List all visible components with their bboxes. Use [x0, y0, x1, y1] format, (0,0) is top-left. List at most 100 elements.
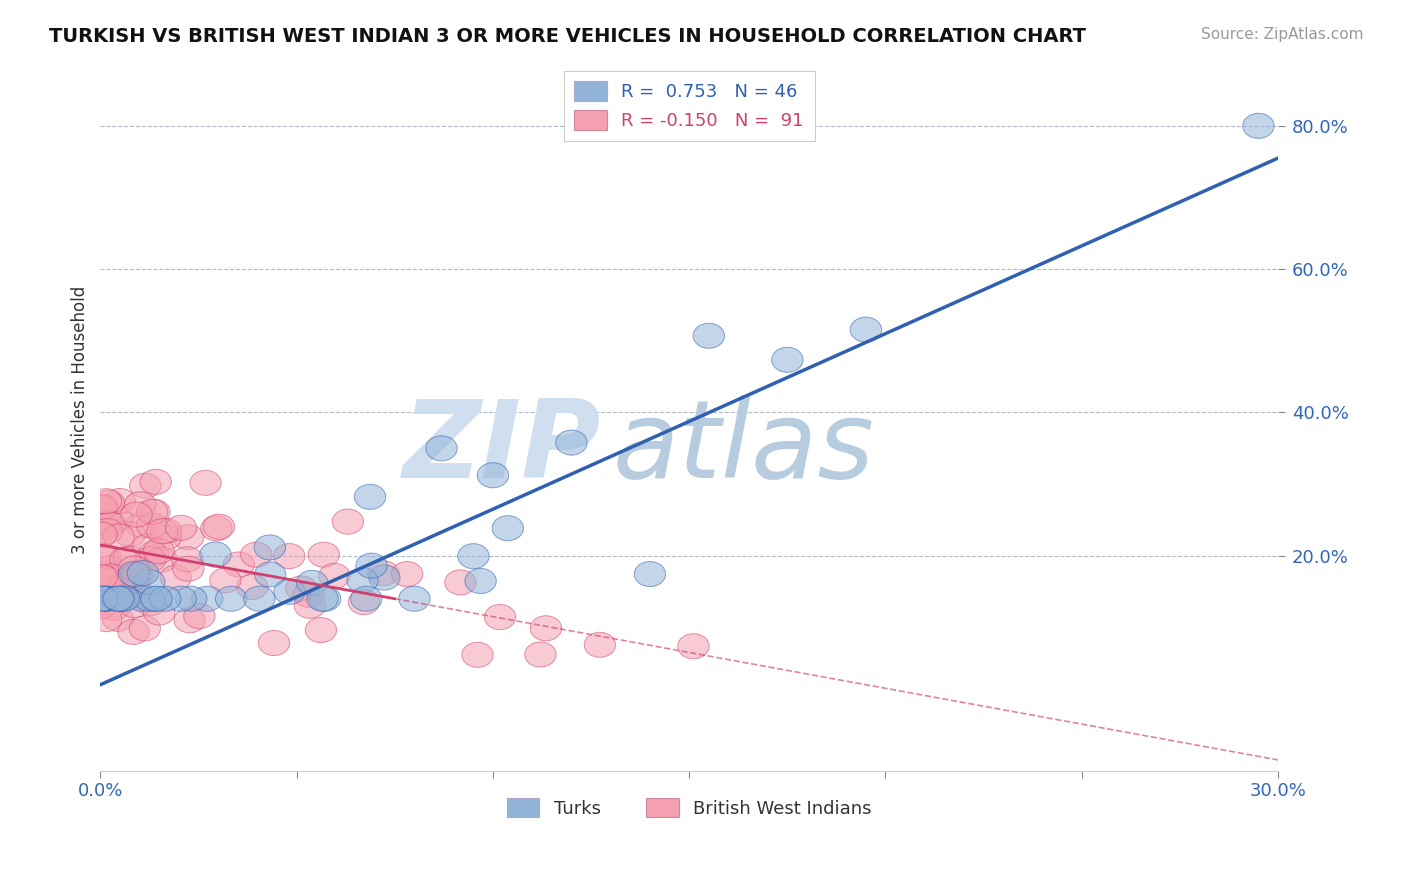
Ellipse shape — [90, 586, 122, 611]
Ellipse shape — [356, 553, 387, 578]
Ellipse shape — [240, 542, 271, 567]
Ellipse shape — [399, 586, 430, 611]
Ellipse shape — [86, 561, 117, 586]
Ellipse shape — [114, 545, 145, 570]
Ellipse shape — [772, 347, 803, 372]
Ellipse shape — [118, 571, 150, 596]
Ellipse shape — [107, 586, 138, 611]
Ellipse shape — [90, 566, 122, 591]
Ellipse shape — [236, 574, 269, 599]
Ellipse shape — [308, 542, 339, 567]
Ellipse shape — [134, 586, 165, 611]
Ellipse shape — [274, 543, 305, 568]
Ellipse shape — [87, 544, 118, 569]
Ellipse shape — [224, 552, 254, 577]
Ellipse shape — [141, 586, 173, 611]
Ellipse shape — [121, 563, 152, 588]
Ellipse shape — [201, 516, 232, 541]
Ellipse shape — [693, 323, 724, 348]
Ellipse shape — [530, 615, 561, 640]
Ellipse shape — [391, 562, 423, 587]
Ellipse shape — [274, 579, 305, 604]
Ellipse shape — [110, 574, 141, 599]
Ellipse shape — [426, 436, 457, 461]
Ellipse shape — [108, 574, 141, 599]
Ellipse shape — [294, 593, 326, 618]
Ellipse shape — [851, 318, 882, 343]
Ellipse shape — [305, 617, 336, 642]
Ellipse shape — [114, 522, 145, 547]
Ellipse shape — [349, 590, 380, 615]
Ellipse shape — [350, 586, 382, 611]
Ellipse shape — [118, 556, 149, 582]
Ellipse shape — [165, 586, 197, 611]
Ellipse shape — [292, 582, 325, 607]
Ellipse shape — [172, 547, 202, 572]
Ellipse shape — [93, 490, 124, 516]
Ellipse shape — [96, 564, 127, 589]
Ellipse shape — [368, 565, 401, 591]
Ellipse shape — [136, 500, 167, 524]
Ellipse shape — [173, 524, 204, 549]
Ellipse shape — [86, 494, 118, 519]
Ellipse shape — [103, 607, 134, 632]
Ellipse shape — [160, 565, 191, 591]
Ellipse shape — [132, 533, 165, 558]
Ellipse shape — [90, 586, 122, 611]
Ellipse shape — [307, 586, 339, 611]
Ellipse shape — [176, 586, 207, 611]
Ellipse shape — [347, 568, 378, 593]
Ellipse shape — [91, 518, 122, 543]
Ellipse shape — [127, 560, 159, 586]
Ellipse shape — [215, 586, 247, 611]
Legend: Turks, British West Indians: Turks, British West Indians — [499, 790, 879, 825]
Text: ZIP: ZIP — [402, 394, 600, 500]
Ellipse shape — [173, 557, 204, 582]
Ellipse shape — [319, 564, 350, 589]
Ellipse shape — [138, 541, 169, 566]
Ellipse shape — [118, 619, 149, 644]
Ellipse shape — [461, 642, 494, 667]
Ellipse shape — [125, 586, 157, 611]
Ellipse shape — [354, 484, 385, 509]
Ellipse shape — [90, 586, 121, 611]
Ellipse shape — [243, 586, 276, 611]
Ellipse shape — [204, 514, 235, 539]
Ellipse shape — [297, 570, 328, 596]
Ellipse shape — [139, 500, 170, 524]
Ellipse shape — [200, 542, 231, 567]
Ellipse shape — [135, 547, 166, 572]
Ellipse shape — [634, 562, 665, 587]
Ellipse shape — [105, 581, 136, 606]
Ellipse shape — [332, 509, 364, 534]
Text: Source: ZipAtlas.com: Source: ZipAtlas.com — [1201, 27, 1364, 42]
Ellipse shape — [89, 510, 121, 535]
Ellipse shape — [191, 586, 224, 611]
Ellipse shape — [120, 592, 150, 618]
Text: TURKISH VS BRITISH WEST INDIAN 3 OR MORE VEHICLES IN HOUSEHOLD CORRELATION CHART: TURKISH VS BRITISH WEST INDIAN 3 OR MORE… — [49, 27, 1087, 45]
Ellipse shape — [129, 473, 160, 498]
Ellipse shape — [367, 561, 399, 586]
Text: atlas: atlas — [613, 395, 875, 500]
Ellipse shape — [86, 495, 117, 520]
Ellipse shape — [143, 539, 174, 564]
Ellipse shape — [309, 586, 340, 611]
Ellipse shape — [585, 632, 616, 657]
Ellipse shape — [174, 607, 205, 632]
Ellipse shape — [141, 469, 172, 494]
Ellipse shape — [678, 633, 709, 659]
Ellipse shape — [134, 569, 165, 595]
Ellipse shape — [129, 615, 160, 641]
Ellipse shape — [465, 568, 496, 593]
Ellipse shape — [477, 463, 509, 488]
Ellipse shape — [121, 502, 152, 527]
Ellipse shape — [89, 515, 121, 540]
Ellipse shape — [101, 586, 134, 611]
Ellipse shape — [143, 600, 174, 625]
Ellipse shape — [149, 586, 181, 611]
Ellipse shape — [90, 607, 122, 632]
Y-axis label: 3 or more Vehicles in Household: 3 or more Vehicles in Household — [72, 285, 89, 554]
Ellipse shape — [125, 491, 156, 516]
Ellipse shape — [98, 596, 129, 621]
Ellipse shape — [118, 561, 150, 586]
